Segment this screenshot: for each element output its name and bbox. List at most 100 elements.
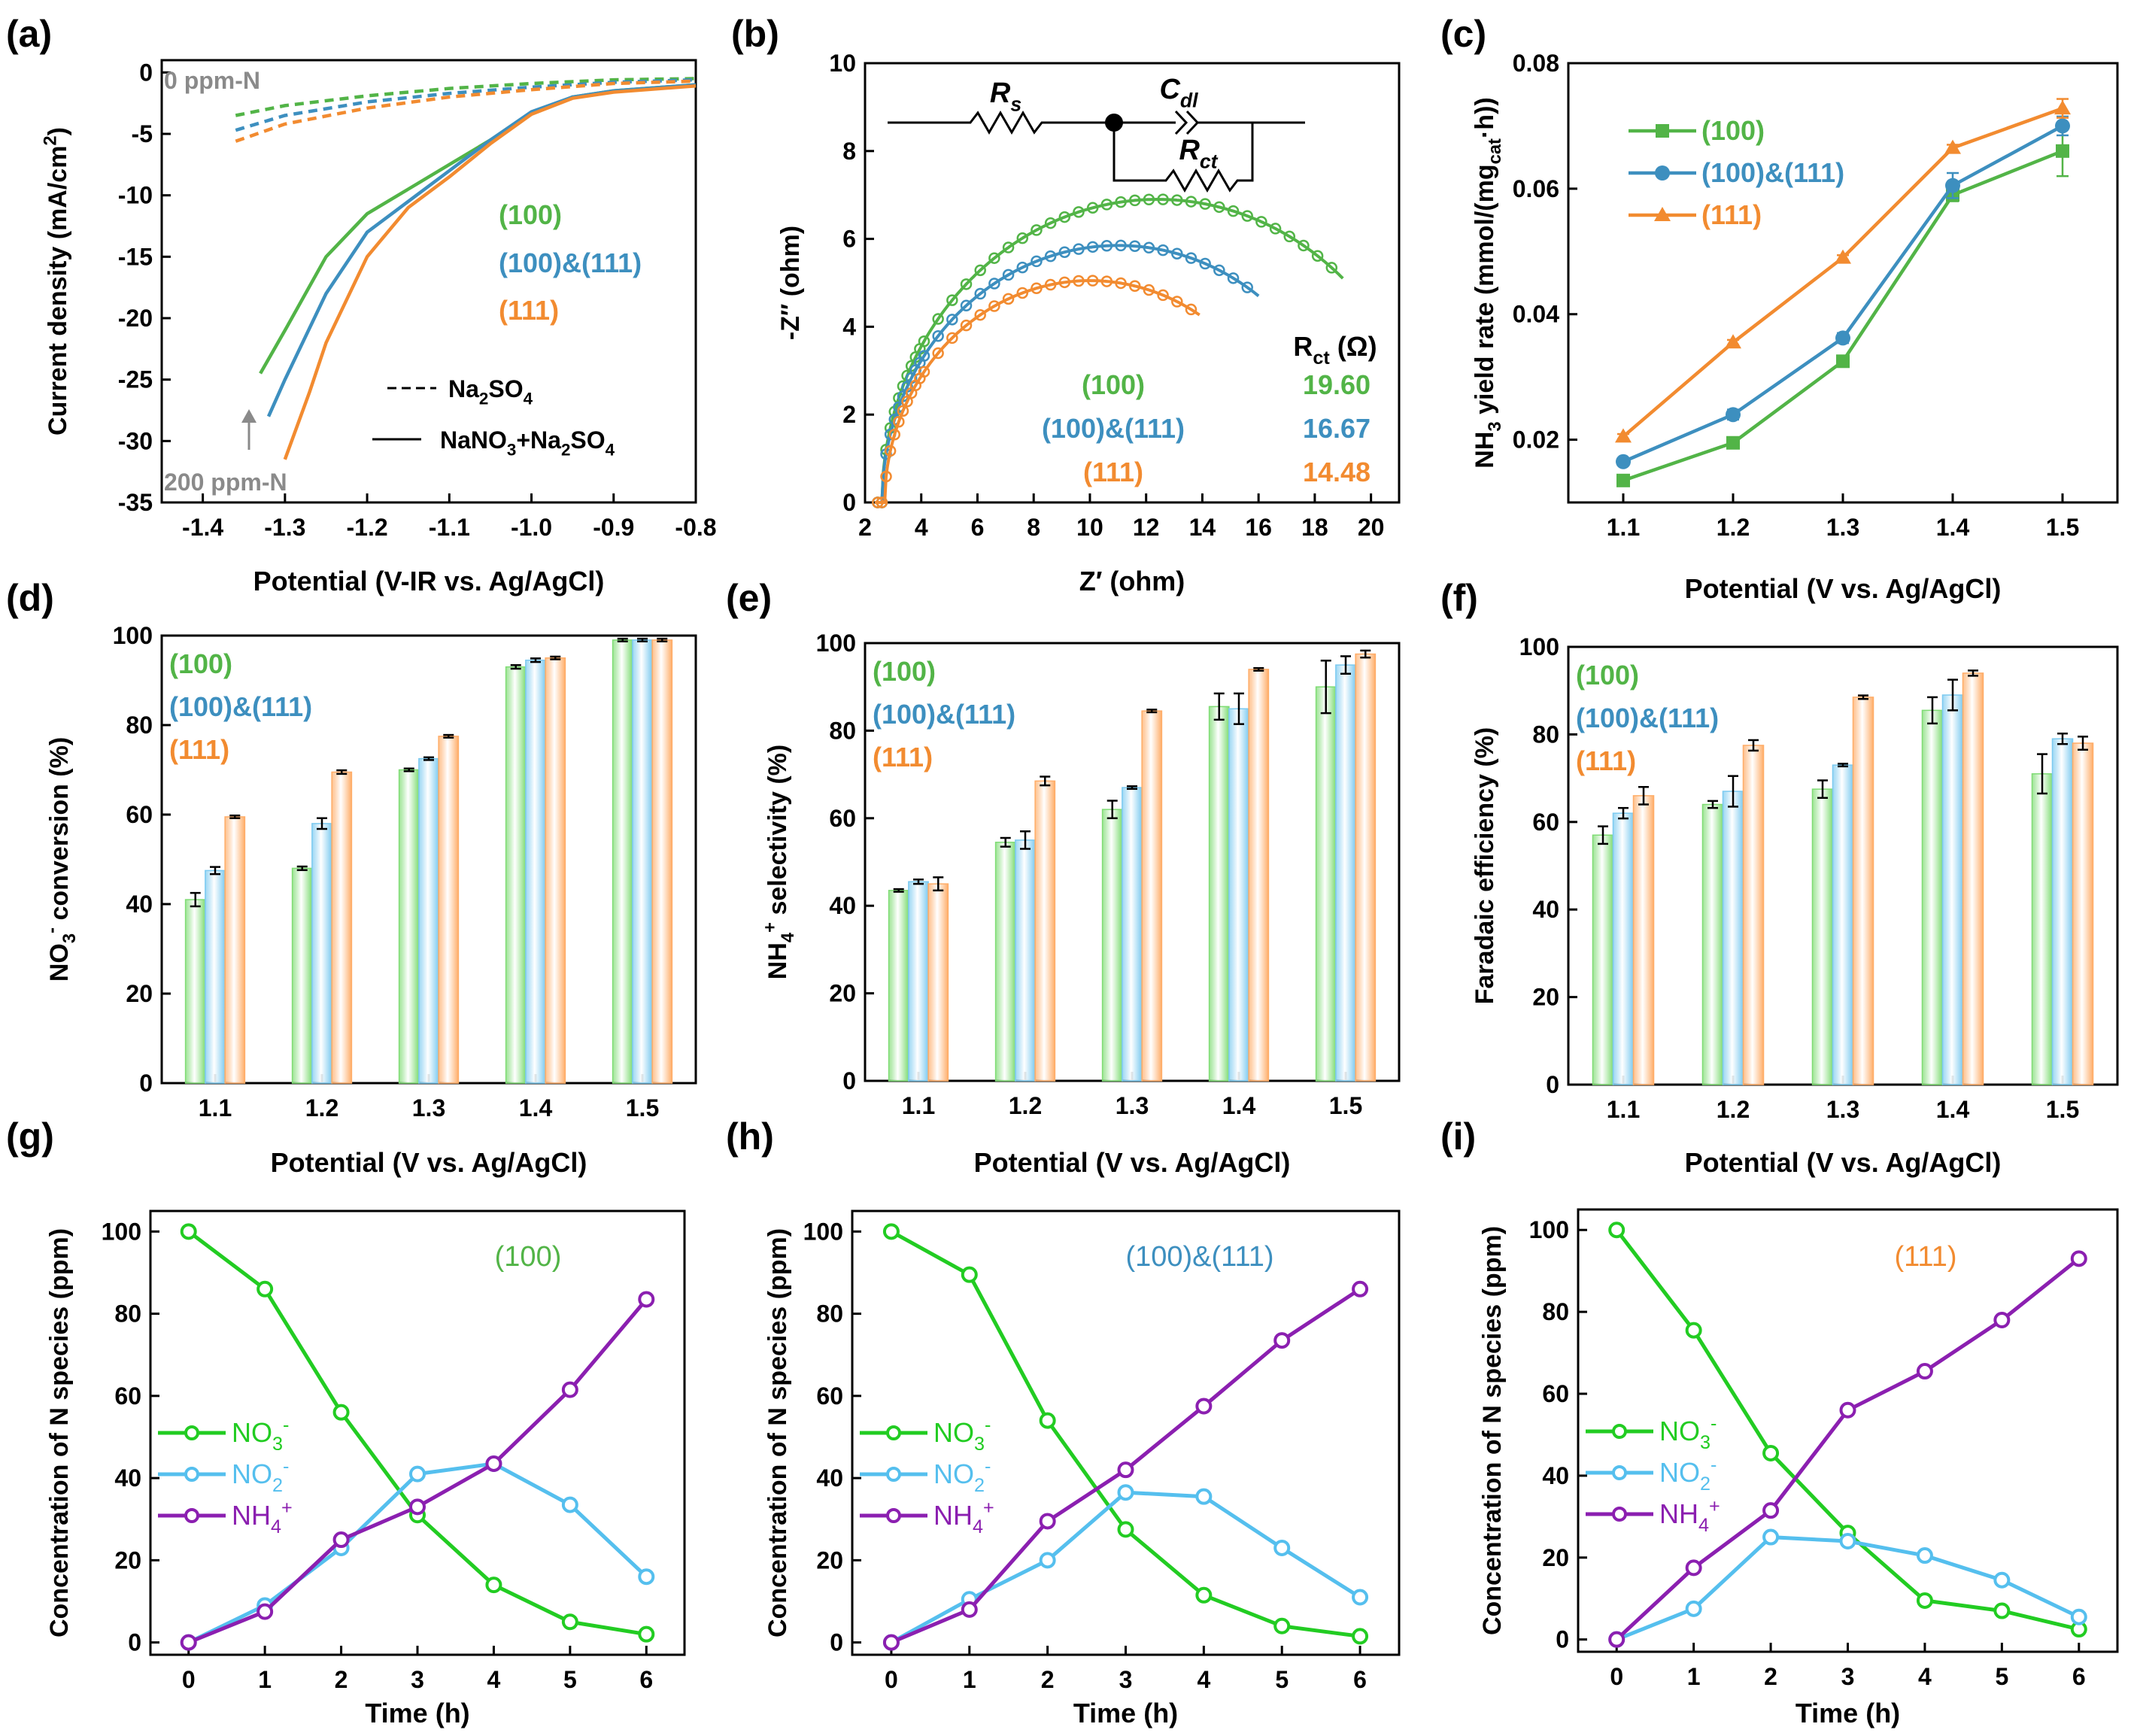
x-tick-label: 1.4 [1936, 1096, 1970, 1123]
text-segment: Current density (mA/cm [44, 146, 72, 436]
circle-marker-icon [1945, 178, 1960, 193]
bar [1632, 795, 1655, 1085]
y-tick-label: 0 [139, 1070, 153, 1097]
data-point [888, 429, 900, 441]
legend-entry: (111) [169, 734, 229, 765]
curve-na2so4 [235, 77, 697, 117]
legend-circle-icon [184, 1425, 199, 1440]
bar [545, 657, 566, 1084]
text-segment: Faradaic efficiency (%) [1471, 727, 1499, 1004]
text-segment: ·h)) [1471, 97, 1499, 138]
text-segment: - [41, 927, 62, 933]
x-tick-label: 6 [639, 1666, 653, 1693]
circle-marker-icon [882, 1223, 900, 1240]
text-segment: +Na [516, 426, 561, 454]
data-point [884, 445, 897, 457]
circle-marker-icon [180, 1634, 197, 1651]
data-point [1143, 284, 1155, 296]
text-segment: R [1179, 135, 1200, 166]
bar [224, 816, 246, 1084]
y-tick-label: 60 [816, 1382, 843, 1410]
data-point [1185, 196, 1198, 208]
circle-marker-icon [2055, 118, 2070, 134]
data-point [1002, 241, 1015, 253]
circle-marker-icon [257, 1280, 274, 1297]
triangle-marker-icon [1944, 139, 1961, 154]
y-tick-label: 80 [1542, 1298, 1569, 1325]
data-point [1058, 246, 1071, 258]
text-segment: NO [232, 1458, 272, 1489]
text-segment: - [283, 1456, 289, 1477]
data-point [876, 496, 888, 508]
y-tick-label: 0 [1556, 1626, 1569, 1653]
circle-marker-icon [1685, 1600, 1702, 1617]
circle-marker-icon [1916, 1547, 1933, 1565]
bar [205, 870, 226, 1084]
y-tick-label: 8 [842, 138, 856, 165]
legend-circle-icon [1655, 165, 1670, 181]
plot-frame [864, 62, 1401, 504]
bar [1015, 839, 1036, 1082]
panel-label: (b) [731, 13, 779, 55]
text-segment: R [990, 77, 1011, 109]
y-tick-label: 20 [114, 1546, 141, 1574]
rct-value: 14.48 [1303, 457, 1371, 487]
x-tick-label: -1.4 [182, 514, 223, 541]
x-tick-label: 1.2 [305, 1094, 338, 1121]
text-segment: selectivity (%) [763, 745, 792, 922]
y-tick-label: -10 [118, 182, 153, 209]
rct-value: 16.67 [1303, 413, 1371, 444]
bar [525, 659, 546, 1084]
y-tick-label: 60 [829, 805, 856, 832]
data-point [1283, 230, 1296, 243]
text-segment: - [1711, 1455, 1717, 1476]
data-point [1115, 277, 1127, 290]
x-tick-label: 3 [1119, 1666, 1133, 1693]
text-segment: 2 [40, 135, 60, 145]
data-point [1031, 224, 1043, 236]
data-point [1031, 282, 1043, 294]
text-segment: + [760, 922, 780, 933]
x-tick-label: 1.3 [1826, 514, 1859, 541]
panel-label: (d) [6, 577, 54, 619]
x-tick-label: 0 [182, 1666, 196, 1693]
bar [1141, 710, 1163, 1082]
y-tick-label: 100 [803, 1218, 843, 1245]
data-point [1311, 250, 1324, 262]
bar [994, 842, 1016, 1082]
data-point [974, 287, 986, 300]
y-tick-label: 20 [1542, 1544, 1569, 1571]
y-axis-label: NH3 yield rate (mmol/(mgcat·h)) [1471, 97, 1505, 468]
panel-label: (f) [1440, 577, 1478, 619]
x-axis-title: Z′ (ohm) [1079, 566, 1185, 596]
y-tick-label: 20 [829, 980, 856, 1007]
text-segment: ) [44, 127, 72, 135]
bar [505, 666, 527, 1084]
y-tick-label: 0 [842, 1067, 856, 1094]
x-tick-label: 6 [1353, 1666, 1367, 1693]
x-tick-label: 3 [1841, 1663, 1855, 1690]
data-point [1255, 216, 1267, 228]
circle-marker-icon [1039, 1513, 1056, 1530]
data-point [1058, 211, 1071, 223]
x-axis-title: Potential (V vs. Ag/AgCl) [1685, 1147, 2002, 1178]
text-segment: 3 [1485, 421, 1505, 431]
data-point [946, 314, 958, 326]
bar [1962, 672, 1984, 1085]
square-marker-icon [1836, 354, 1850, 369]
square-marker-icon [2056, 144, 2069, 158]
bar [1248, 669, 1270, 1082]
y-tick-label: 20 [1532, 984, 1559, 1011]
x-tick-label: 1.2 [1717, 1096, 1750, 1123]
equivalent-circuit: Rs Cdl Rct [888, 74, 1305, 193]
x-tick-label: 1 [258, 1666, 272, 1693]
bar [908, 881, 929, 1082]
condition-label: (111) [1894, 1241, 1956, 1273]
text-segment: 4 [606, 441, 615, 460]
circle-marker-icon [561, 1613, 578, 1631]
x-tick-label: 1.2 [1009, 1092, 1042, 1119]
text-segment: 4 [973, 1516, 983, 1537]
